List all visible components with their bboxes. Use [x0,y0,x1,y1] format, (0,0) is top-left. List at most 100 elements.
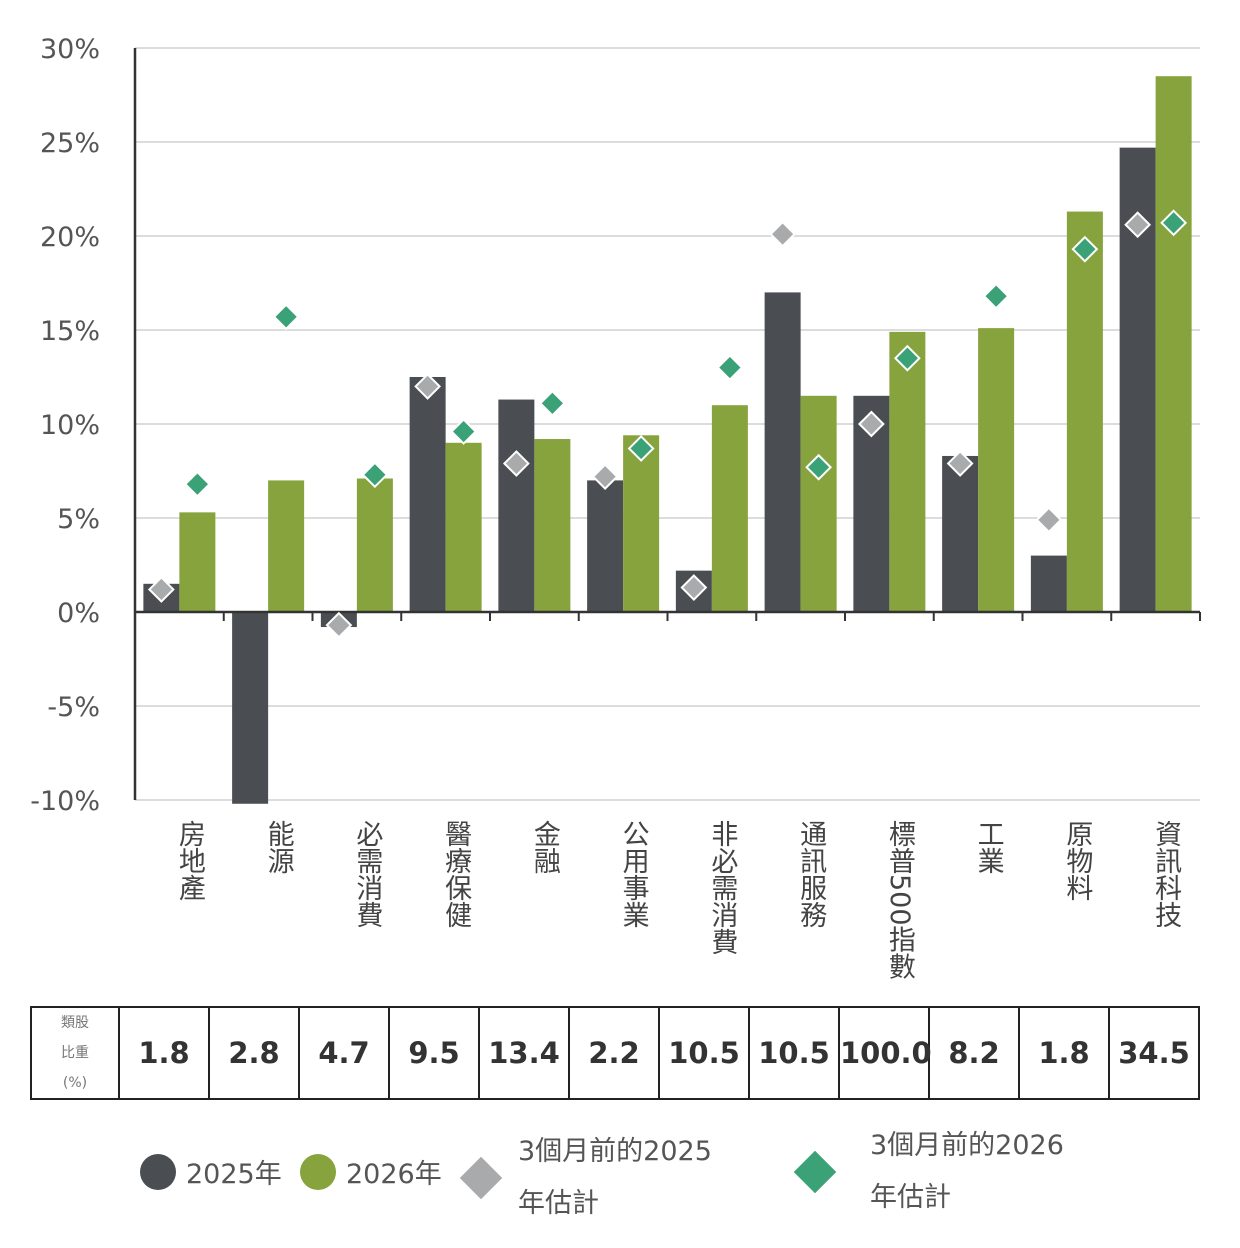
marker-prior-2026 [982,282,1010,310]
bar-2026 [1066,211,1103,612]
weights-header-line: (%) [62,1075,88,1091]
legend-label-line: 年估計 [518,1188,599,1219]
x-category-label: 公用事業 [618,820,650,928]
bar-2026 [711,405,748,612]
weights-header-line: 類股 [61,1015,89,1031]
x-category-label: 資訊科技 [1150,820,1182,928]
markers [147,209,1188,639]
bar-2025 [587,480,624,612]
sector-earnings-chart: 30% 25% 20% 15% 10% 5% 0% -5% -10% 房地產 能源 必需消費 醫療保健… [30,34,1201,980]
bar-2025 [409,377,446,612]
weight-cell: 13.4 [478,1006,570,1100]
weight-cell: 34.5 [1108,1006,1200,1100]
legend-item-prior-2025: 3個月前的2025 年估計 [459,1126,758,1230]
marker-prior-2026 [893,344,921,372]
marker-prior-2026 [1160,209,1188,237]
y-tick-label: -5% [47,692,100,723]
weights-header: 類股 比重 (%) [30,1006,120,1100]
bar-2026 [1155,76,1192,612]
bar-2025 [764,292,801,612]
x-category-label: 通訊服務 [795,820,827,928]
legend-swatch-2026 [300,1153,336,1190]
weight-cell: 9.5 [388,1006,480,1100]
marker-prior-2025 [857,410,885,438]
y-tick-label: 30% [40,34,100,65]
legend-label: 3個月前的2026 年估計 [870,1120,1110,1224]
y-tick-label: 10% [40,410,100,441]
y-tick-label: 20% [40,222,100,253]
x-category-label: 房地產 [174,820,206,901]
weights-row: 類股 比重 (%) 1.8 2.8 4.7 9.5 13.4 2.2 10.5 10.5 100… [30,1006,1200,1100]
marker-prior-2025 [946,450,974,477]
weight-cell: 1.8 [118,1006,210,1100]
x-category-label: 非必需消費 [706,820,738,955]
legend-label-line: 3個月前的2026 [870,1130,1064,1161]
x-category-label: 工業 [973,820,1005,874]
weight-cell: 4.7 [298,1006,390,1100]
legend-swatch-prior-2025 [459,1156,503,1200]
x-category-label: 必需消費 [351,820,383,928]
marker-prior-2026 [805,453,833,481]
bar-2026 [889,331,926,612]
weight-cell: 8.2 [928,1006,1020,1100]
x-category-label: 醫療保健 [440,820,472,928]
legend-swatch-2025 [140,1153,176,1190]
bar-2025 [942,455,979,612]
weight-cell: 100.0 [838,1006,932,1100]
x-axis-categories: 房地產 能源 必需消費 醫療保健 金融 公用事業 非必需消費 通訊服務 標普500指數 工業 原物料… [174,820,1182,980]
bar-2026 [978,328,1015,612]
x-category-label: 能源 [263,820,294,874]
axes [133,48,1201,800]
legend-label-line: 年估計 [870,1182,951,1213]
sector-weights-table: 類股 比重 (%) 1.8 2.8 4.7 9.5 13.4 2.2 10.5 10.5 100… [30,1006,1200,1100]
legend-item-prior-2026: 3個月前的2026 年估計 [793,1120,1110,1224]
legend-item-2026: 2026年 [300,1152,442,1191]
weight-cell: 2.8 [208,1006,300,1100]
marker-prior-2025 [147,576,175,603]
marker-prior-2025 [769,220,797,248]
marker-prior-2026 [361,461,389,489]
y-axis-ticks: 30% 25% 20% 15% 10% 5% 0% -5% -10% [30,34,100,817]
marker-prior-2025 [1035,506,1063,534]
gridlines [135,47,1200,801]
legend: 2025年 2026年 3個月前的2025 年估計 3個月前的2026 年估計 [140,1120,1140,1230]
marker-prior-2025 [502,450,530,477]
bar-2026 [179,512,216,612]
weight-cell: 10.5 [658,1006,750,1100]
bar-2026 [445,442,482,612]
marker-prior-2026 [627,435,655,462]
legend-label: 2026年 [346,1159,442,1190]
bar-2025 [1030,555,1067,612]
x-category-label: 金融 [529,820,561,874]
bar-2026 [800,395,837,612]
marker-prior-2025 [591,463,619,491]
bar-2026 [268,480,305,612]
y-tick-label: 25% [40,128,100,159]
marker-prior-2026 [1071,235,1099,263]
legend-label: 3個月前的2025 年估計 [518,1126,758,1230]
bar-2026 [623,435,660,612]
weight-cell: 2.2 [568,1006,660,1100]
bar-2025 [498,399,535,612]
y-tick-label: 15% [40,316,100,347]
legend-label: 2025年 [186,1159,282,1190]
y-tick-label: -10% [30,786,100,817]
marker-prior-2026 [272,303,300,331]
bars [143,76,1192,804]
marker-prior-2026 [538,389,566,417]
bar-2026 [534,439,571,612]
y-tick-label: 5% [57,504,100,535]
legend-swatch-prior-2026 [793,1150,837,1194]
y-tick-label: 0% [57,598,100,629]
x-category-label: 原物料 [1061,820,1093,901]
marker-prior-2026 [183,470,211,498]
bar-2025 [232,612,269,804]
marker-prior-2026 [450,418,478,445]
legend-item-2025: 2025年 [140,1152,282,1191]
marker-prior-2025 [414,372,442,400]
weight-cell: 10.5 [748,1006,840,1100]
marker-prior-2025 [325,611,353,639]
x-category-label: 標普500指數 [884,820,916,980]
bar-2026 [356,478,393,612]
weight-cell: 1.8 [1018,1006,1110,1100]
